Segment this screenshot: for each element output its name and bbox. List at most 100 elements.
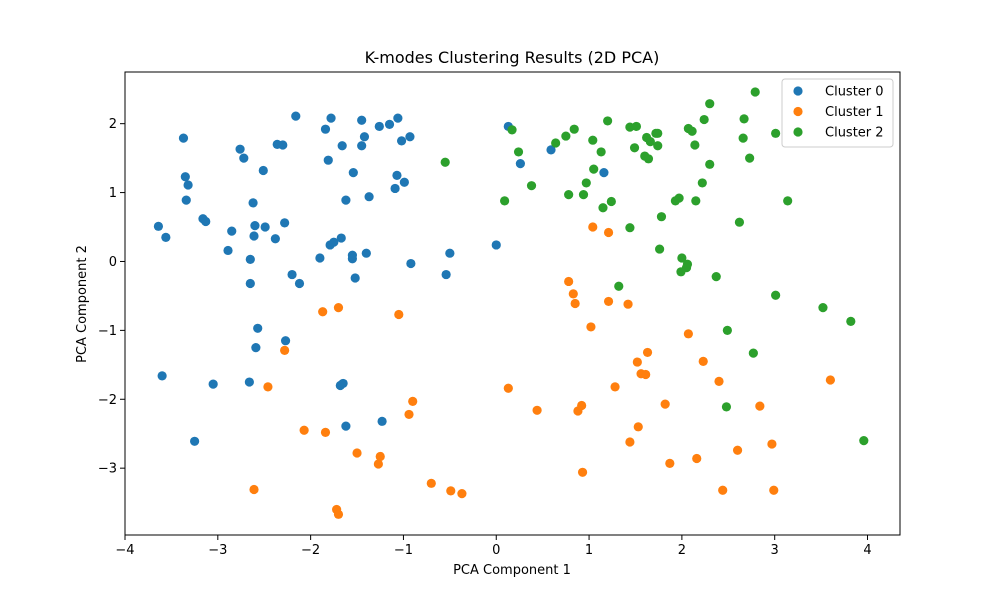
cluster-2-point: [738, 133, 748, 143]
cluster-1-point: [698, 356, 708, 366]
cluster-0-point: [348, 167, 358, 178]
cluster-0-point: [181, 195, 191, 205]
cluster-0-point: [441, 269, 451, 280]
cluster-2-point: [589, 164, 599, 174]
cluster-1-point: [623, 299, 633, 309]
cluster-2-point: [561, 131, 571, 141]
cluster-2-point: [674, 193, 684, 203]
cluster-1-point: [692, 453, 702, 464]
cluster-1-point: [394, 309, 404, 320]
cluster-1-point: [404, 409, 414, 420]
y-tick-label: −3: [98, 462, 117, 477]
cluster-2-point: [682, 259, 693, 269]
cluster-0-point: [249, 231, 259, 241]
x-tick-label: 4: [863, 543, 871, 558]
legend-marker-cluster-0: [793, 86, 803, 96]
cluster-0-point: [235, 144, 245, 154]
legend-label-cluster-2: Cluster 2: [825, 126, 884, 141]
cluster-0-point: [251, 343, 261, 353]
cluster-2-point: [588, 135, 598, 145]
cluster-2-point: [569, 124, 579, 134]
cluster-1-point: [641, 369, 651, 380]
cluster-2-point: [631, 121, 642, 132]
cluster-0-point: [244, 377, 254, 387]
cluster-1-point: [568, 289, 578, 299]
cluster-1-point: [683, 329, 693, 339]
x-tick-label: 3: [771, 543, 779, 558]
cluster-0-point: [258, 165, 268, 176]
cluster-0-point: [384, 119, 395, 129]
cluster-2-point: [699, 114, 709, 125]
cluster-0-point: [357, 115, 367, 125]
cluster-2-point: [739, 114, 749, 124]
cluster-1-point: [564, 276, 574, 287]
cluster-1-point: [755, 401, 765, 411]
x-tick-label: −3: [208, 543, 227, 558]
cluster-0-point: [326, 113, 336, 123]
x-tick-label: 2: [678, 543, 686, 558]
cluster-0-point: [227, 226, 237, 236]
cluster-1-point: [714, 376, 724, 386]
cluster-2-point: [771, 290, 781, 300]
cluster-0-point: [178, 133, 189, 143]
cluster-0-point: [223, 245, 233, 256]
cluster-2-point: [614, 281, 624, 291]
x-axis: −4 −3 −2 −1 0 1 2 3 4: [115, 535, 872, 558]
cluster-0-point: [153, 221, 164, 231]
cluster-0-point: [350, 273, 360, 283]
cluster-0-point: [208, 379, 218, 389]
cluster-0-point: [396, 136, 407, 146]
cluster-0-point: [320, 124, 331, 134]
cluster-2-point: [705, 99, 715, 109]
points-layer: [153, 87, 869, 519]
cluster-2-point: [748, 348, 758, 358]
y-axis: −3 −2 −1 0 1 2: [98, 117, 125, 477]
cluster-1-point: [503, 383, 513, 393]
cluster-2-point: [771, 128, 781, 138]
cluster-1-point: [263, 382, 273, 392]
cluster-1-point: [457, 489, 467, 499]
x-tick-label: −1: [394, 543, 413, 558]
cluster-1-point: [318, 307, 328, 317]
cluster-0-point: [491, 240, 501, 250]
cluster-2-point: [653, 141, 663, 151]
cluster-0-point: [183, 180, 193, 190]
cluster-1-point: [586, 322, 596, 332]
cluster-1-point: [588, 222, 598, 232]
cluster-1-point: [280, 345, 290, 355]
cluster-0-point: [357, 141, 367, 151]
cluster-0-point: [445, 248, 455, 258]
cluster-1-point: [299, 425, 309, 435]
cluster-0-point: [405, 132, 415, 142]
cluster-0-point: [337, 141, 347, 151]
cluster-0-point: [546, 145, 556, 155]
cluster-0-point: [406, 258, 416, 269]
cluster-2-point: [581, 178, 591, 188]
x-tick-label: 1: [585, 543, 593, 558]
cluster-2-point: [705, 159, 715, 169]
cluster-2-point: [656, 212, 667, 222]
cluster-0-point: [315, 253, 325, 263]
cluster-2-point: [526, 181, 537, 191]
cluster-2-point: [745, 153, 755, 163]
cluster-2-point: [783, 196, 793, 206]
cluster-1-point: [320, 427, 331, 437]
x-tick-label: −4: [115, 543, 134, 558]
cluster-1-point: [373, 459, 383, 469]
cluster-2-point: [596, 147, 606, 157]
cluster-2-point: [598, 203, 608, 213]
cluster-1-point: [603, 296, 614, 307]
cluster-1-point: [577, 467, 588, 477]
cluster-1-point: [446, 486, 456, 496]
cluster-0-point: [180, 172, 190, 182]
legend: Cluster 0 Cluster 1 Cluster 2: [781, 78, 894, 148]
cluster-0-point: [393, 113, 403, 123]
cluster-2-point: [677, 253, 687, 263]
cluster-2-point: [551, 138, 561, 148]
cluster-0-point: [329, 237, 339, 247]
cluster-1-point: [249, 484, 259, 495]
y-tick-label: 2: [109, 117, 117, 132]
cluster-0-point: [250, 221, 260, 231]
cluster-2-point: [721, 402, 732, 412]
